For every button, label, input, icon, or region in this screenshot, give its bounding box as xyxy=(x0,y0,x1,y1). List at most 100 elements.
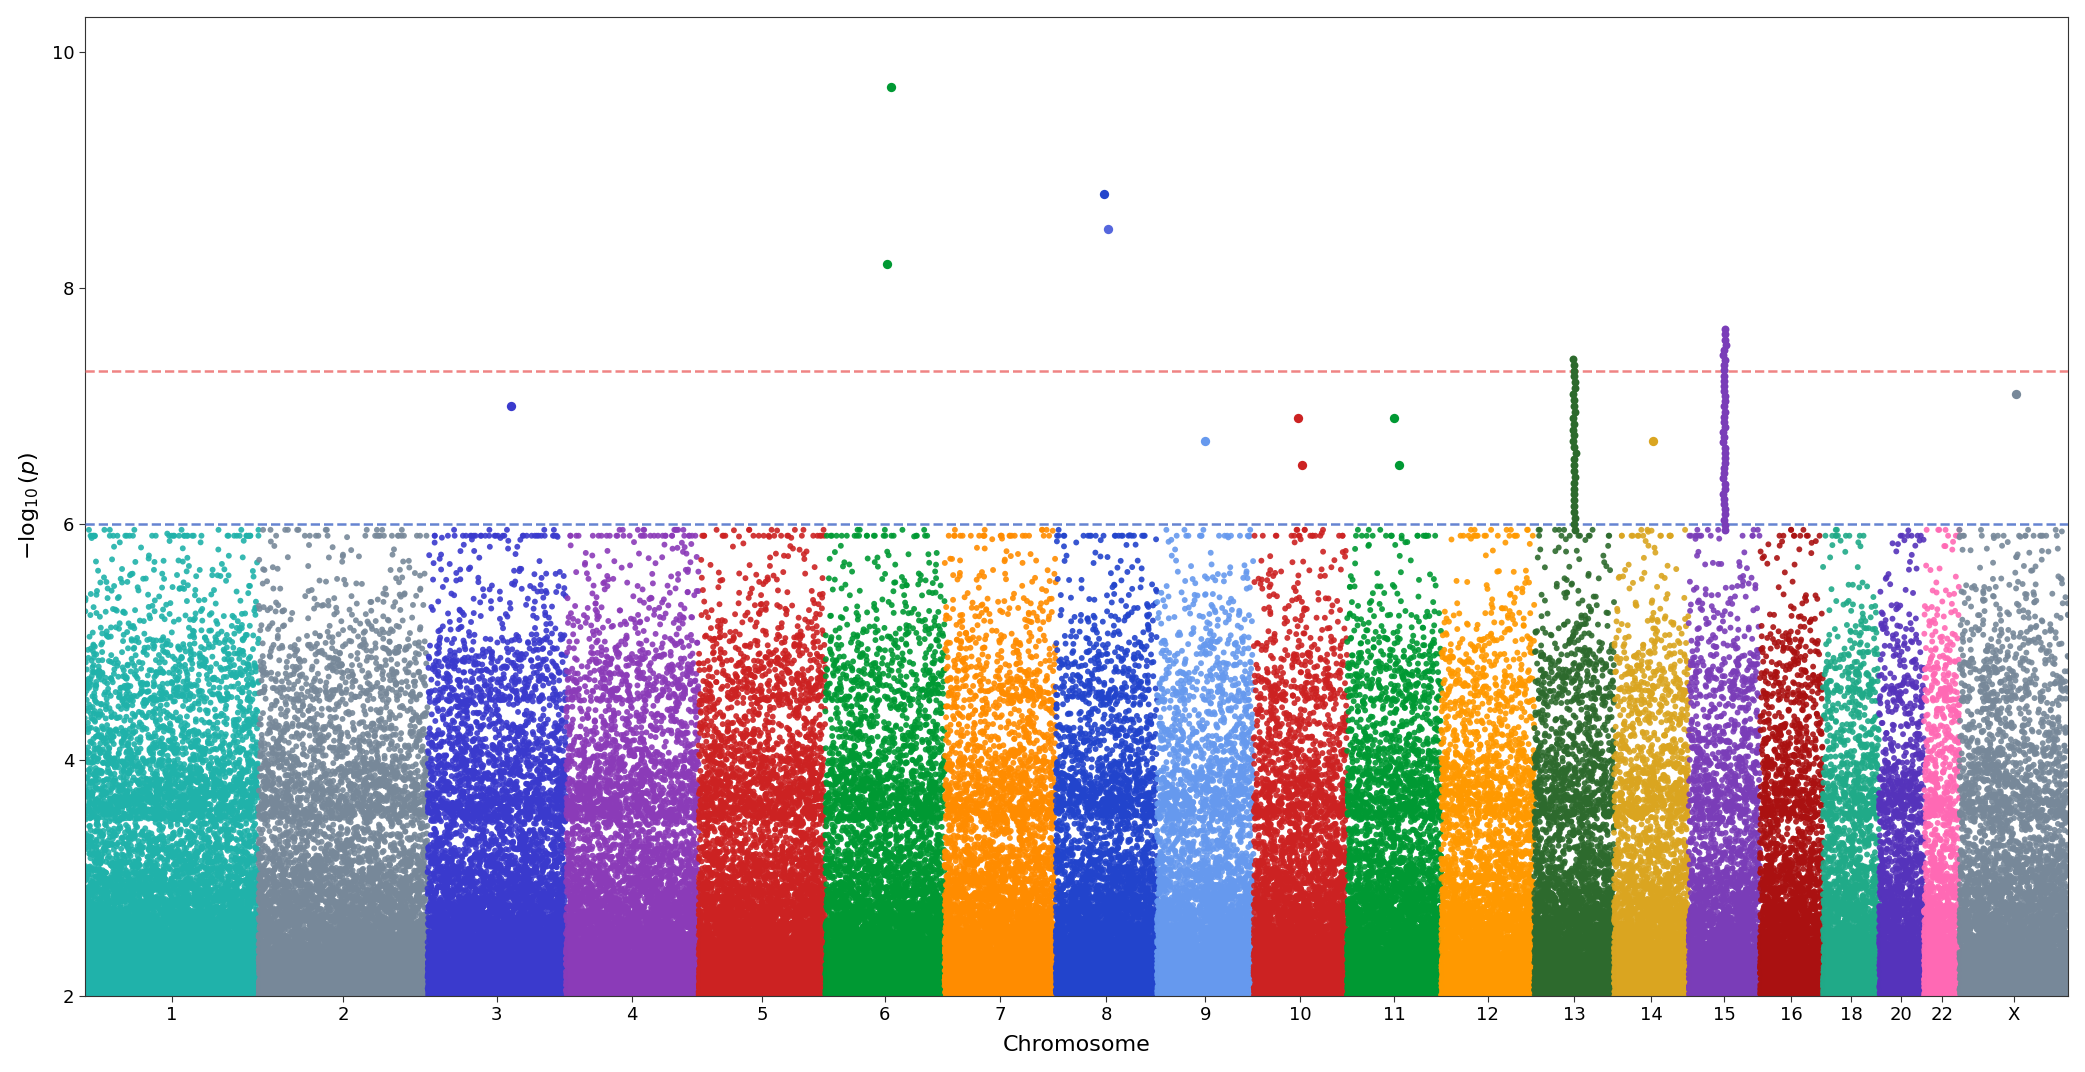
Point xyxy=(1512,979,1545,996)
Point xyxy=(1403,979,1437,996)
Point xyxy=(676,983,709,1000)
Point xyxy=(1284,775,1318,792)
Point xyxy=(1893,731,1927,748)
Point xyxy=(484,981,517,998)
Point xyxy=(1455,938,1489,955)
Point xyxy=(1526,668,1560,685)
Point xyxy=(523,754,557,771)
Point xyxy=(936,966,970,983)
Point xyxy=(888,970,922,987)
Point xyxy=(1201,943,1234,961)
Point xyxy=(550,982,584,999)
Point xyxy=(1618,978,1651,995)
Point xyxy=(509,937,542,954)
Point xyxy=(1389,875,1422,892)
Point xyxy=(254,599,288,616)
Point xyxy=(1829,983,1862,1000)
Point xyxy=(1201,948,1234,965)
Point xyxy=(1660,965,1693,982)
Point xyxy=(1791,946,1824,963)
Point xyxy=(565,865,598,882)
Point xyxy=(1070,804,1103,821)
Point xyxy=(788,918,821,935)
Point xyxy=(947,859,980,876)
Point xyxy=(400,962,434,979)
Point xyxy=(557,688,590,705)
Point xyxy=(1485,981,1518,998)
Point xyxy=(525,936,559,953)
Point xyxy=(813,844,847,861)
Point xyxy=(1241,925,1274,942)
Point xyxy=(136,977,169,994)
Point xyxy=(1939,880,1972,897)
Point xyxy=(1195,753,1228,770)
Point xyxy=(448,776,482,793)
Point xyxy=(463,807,496,824)
Point xyxy=(1645,661,1678,679)
Point xyxy=(1547,948,1580,965)
Point xyxy=(242,967,275,984)
Point xyxy=(90,970,123,987)
Point xyxy=(947,967,980,984)
Point xyxy=(1639,964,1672,981)
Point xyxy=(1437,953,1470,970)
Point xyxy=(2022,927,2056,944)
Point xyxy=(1785,978,1818,995)
Point xyxy=(1437,889,1470,906)
Point xyxy=(81,947,115,964)
Point xyxy=(421,623,455,640)
Point xyxy=(1699,638,1733,655)
Point xyxy=(544,895,578,912)
Point xyxy=(734,970,767,987)
Point xyxy=(111,920,144,937)
Point xyxy=(108,889,142,906)
Point xyxy=(2014,958,2047,976)
Point xyxy=(1101,986,1134,1003)
Point xyxy=(225,684,259,701)
Point xyxy=(2016,984,2050,1001)
Point xyxy=(1595,866,1628,883)
Point xyxy=(1347,698,1380,715)
Point xyxy=(872,813,905,830)
Point xyxy=(1770,639,1804,656)
Point xyxy=(819,973,853,991)
Point xyxy=(1291,689,1324,706)
Point xyxy=(876,738,909,755)
Point xyxy=(578,894,611,911)
Point xyxy=(1949,973,1983,991)
Point xyxy=(757,567,790,584)
Point xyxy=(194,919,227,936)
Point xyxy=(1407,691,1441,709)
Point xyxy=(2031,899,2064,917)
Point xyxy=(1297,935,1330,952)
Point xyxy=(855,904,888,921)
Point xyxy=(1134,764,1168,781)
Point xyxy=(1553,911,1587,928)
Point xyxy=(1453,980,1487,997)
Point xyxy=(1341,739,1374,756)
Point xyxy=(844,982,878,999)
Point xyxy=(1829,973,1862,991)
Point xyxy=(1904,896,1937,913)
Point xyxy=(430,959,463,977)
Point xyxy=(919,854,953,872)
Point xyxy=(605,664,638,681)
Point xyxy=(1585,899,1618,917)
Point xyxy=(807,935,840,952)
Point xyxy=(717,979,751,996)
Point xyxy=(156,898,190,915)
Point xyxy=(350,932,384,949)
Point xyxy=(1274,966,1307,983)
Point xyxy=(461,961,494,978)
Point xyxy=(336,938,369,955)
Point xyxy=(373,963,407,980)
Point xyxy=(238,917,271,934)
Point xyxy=(1597,949,1630,966)
Point xyxy=(1993,812,2027,829)
Point xyxy=(809,835,842,852)
Point xyxy=(1134,971,1168,988)
Point xyxy=(1172,947,1205,964)
Point xyxy=(665,793,698,810)
Point xyxy=(1011,946,1045,963)
Point xyxy=(1026,753,1059,770)
